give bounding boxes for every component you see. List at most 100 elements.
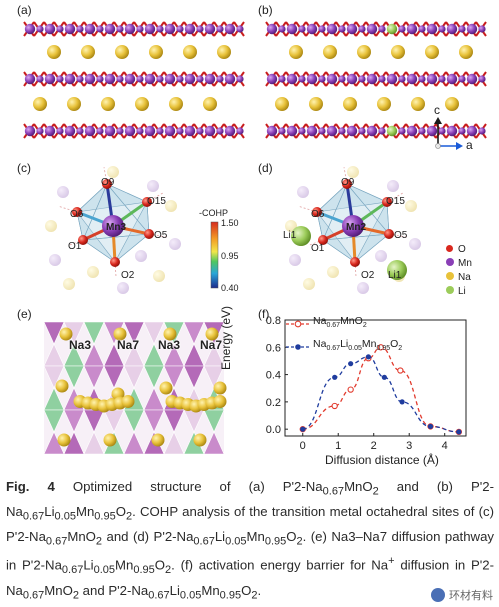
mn-atom <box>346 73 358 85</box>
mn-atom <box>144 23 156 35</box>
o-atom <box>78 235 88 245</box>
polyhedron <box>43 321 65 345</box>
mn-atom <box>438 127 446 135</box>
mn-atom <box>76 127 84 135</box>
na-atom <box>357 45 371 59</box>
mn-atom <box>378 75 386 83</box>
mn-atom <box>56 127 64 135</box>
na-atom <box>151 433 165 447</box>
chart-ylabel: Energy (eV) <box>219 305 233 370</box>
na-atom <box>57 433 71 447</box>
o-atom <box>350 257 360 267</box>
na-atom <box>377 97 391 111</box>
octahedron-face <box>82 183 150 241</box>
c-o9: O9 <box>101 177 115 188</box>
na-atom <box>169 97 183 111</box>
d-o9: O9 <box>341 177 355 188</box>
na-atom <box>275 97 289 111</box>
polyhedron <box>123 321 145 345</box>
mn-atom <box>386 73 398 85</box>
figure-caption: Fig. 4 Optimized structure of (a) P'2-Na… <box>6 479 495 602</box>
o-atom <box>342 179 352 189</box>
chart-xlabel: Diffusion distance (Å) <box>325 453 439 467</box>
octahedron-face <box>114 200 150 263</box>
polyhedron <box>143 365 165 389</box>
li-atom <box>387 260 407 280</box>
data-point-2 <box>456 429 462 435</box>
mn-atom <box>266 23 278 35</box>
mn-atom <box>204 73 216 85</box>
octahedron-face <box>76 183 149 213</box>
mn-atom <box>64 125 76 137</box>
diffusion-structure-e <box>43 321 227 455</box>
mn-atom <box>156 25 164 33</box>
mn-atom <box>96 25 104 33</box>
mn-atom <box>144 125 156 137</box>
polyhedron <box>43 409 65 433</box>
li-atom <box>386 23 398 35</box>
y-tick-label: 0.0 <box>266 424 281 436</box>
mn-atom <box>398 25 406 33</box>
legend-series-1: Na0.67MnO2 <box>286 312 402 335</box>
mn-atom <box>196 127 204 135</box>
e-label-na7-a: Na7 <box>117 338 140 352</box>
mn-atom <box>338 25 346 33</box>
axis-indicator <box>434 117 463 150</box>
data-point-2 <box>300 426 306 432</box>
na-path-atom <box>121 395 135 408</box>
mn-atom <box>224 73 236 85</box>
mn-atom <box>24 23 36 35</box>
na-atom <box>67 97 81 111</box>
background-atom <box>169 238 181 250</box>
background-atom <box>409 238 421 250</box>
na-atom <box>391 45 405 59</box>
background-atom <box>153 270 165 282</box>
na-atom <box>445 97 459 111</box>
mn-atom <box>64 23 76 35</box>
mn-atom <box>124 73 136 85</box>
polyhedron <box>183 365 205 389</box>
y-tick-label: 0.4 <box>266 370 281 382</box>
o-atom <box>72 207 82 217</box>
polyhedron <box>203 409 225 433</box>
na-atom <box>193 433 207 447</box>
mn-atom <box>466 125 478 137</box>
mn-atom <box>84 23 96 35</box>
na-atom <box>425 45 439 59</box>
o-atom <box>110 257 120 267</box>
mn-atom <box>466 73 478 85</box>
mn-atom <box>236 127 244 135</box>
o-atom <box>384 229 394 239</box>
na-atom <box>213 381 227 395</box>
mn-atom <box>418 25 426 33</box>
mn-atom <box>338 75 346 83</box>
mn-atom <box>406 23 418 35</box>
mn-atom <box>438 75 446 83</box>
na-atom <box>47 45 61 59</box>
c-o6: O6 <box>70 209 84 220</box>
mn-atom <box>298 25 306 33</box>
na-atom <box>163 327 177 341</box>
cohp-title: -COHP <box>199 208 228 218</box>
background-atom <box>357 282 369 294</box>
x-tick-label: 4 <box>442 440 448 452</box>
mn-atom <box>56 75 64 83</box>
mn-atom <box>124 23 136 35</box>
mn-atom <box>366 125 378 137</box>
background-atom <box>375 250 387 262</box>
mn-atom <box>378 127 386 135</box>
mn-atom <box>418 75 426 83</box>
mn-atom <box>298 75 306 83</box>
background-atom <box>303 278 315 290</box>
o-atom <box>142 197 152 207</box>
polyhedron <box>123 365 145 389</box>
energy-chart: 0 1 2 3 4 0.0 0.2 0.4 0.6 0.8 <box>266 315 467 452</box>
panel-label-d: (d) <box>258 161 273 175</box>
na-atom <box>159 381 173 395</box>
data-point-1 <box>347 386 354 393</box>
mn-atom <box>286 125 298 137</box>
na-atom <box>149 45 163 59</box>
mn-atom <box>184 125 196 137</box>
mn-atom <box>44 73 56 85</box>
mn-atom <box>56 25 64 33</box>
